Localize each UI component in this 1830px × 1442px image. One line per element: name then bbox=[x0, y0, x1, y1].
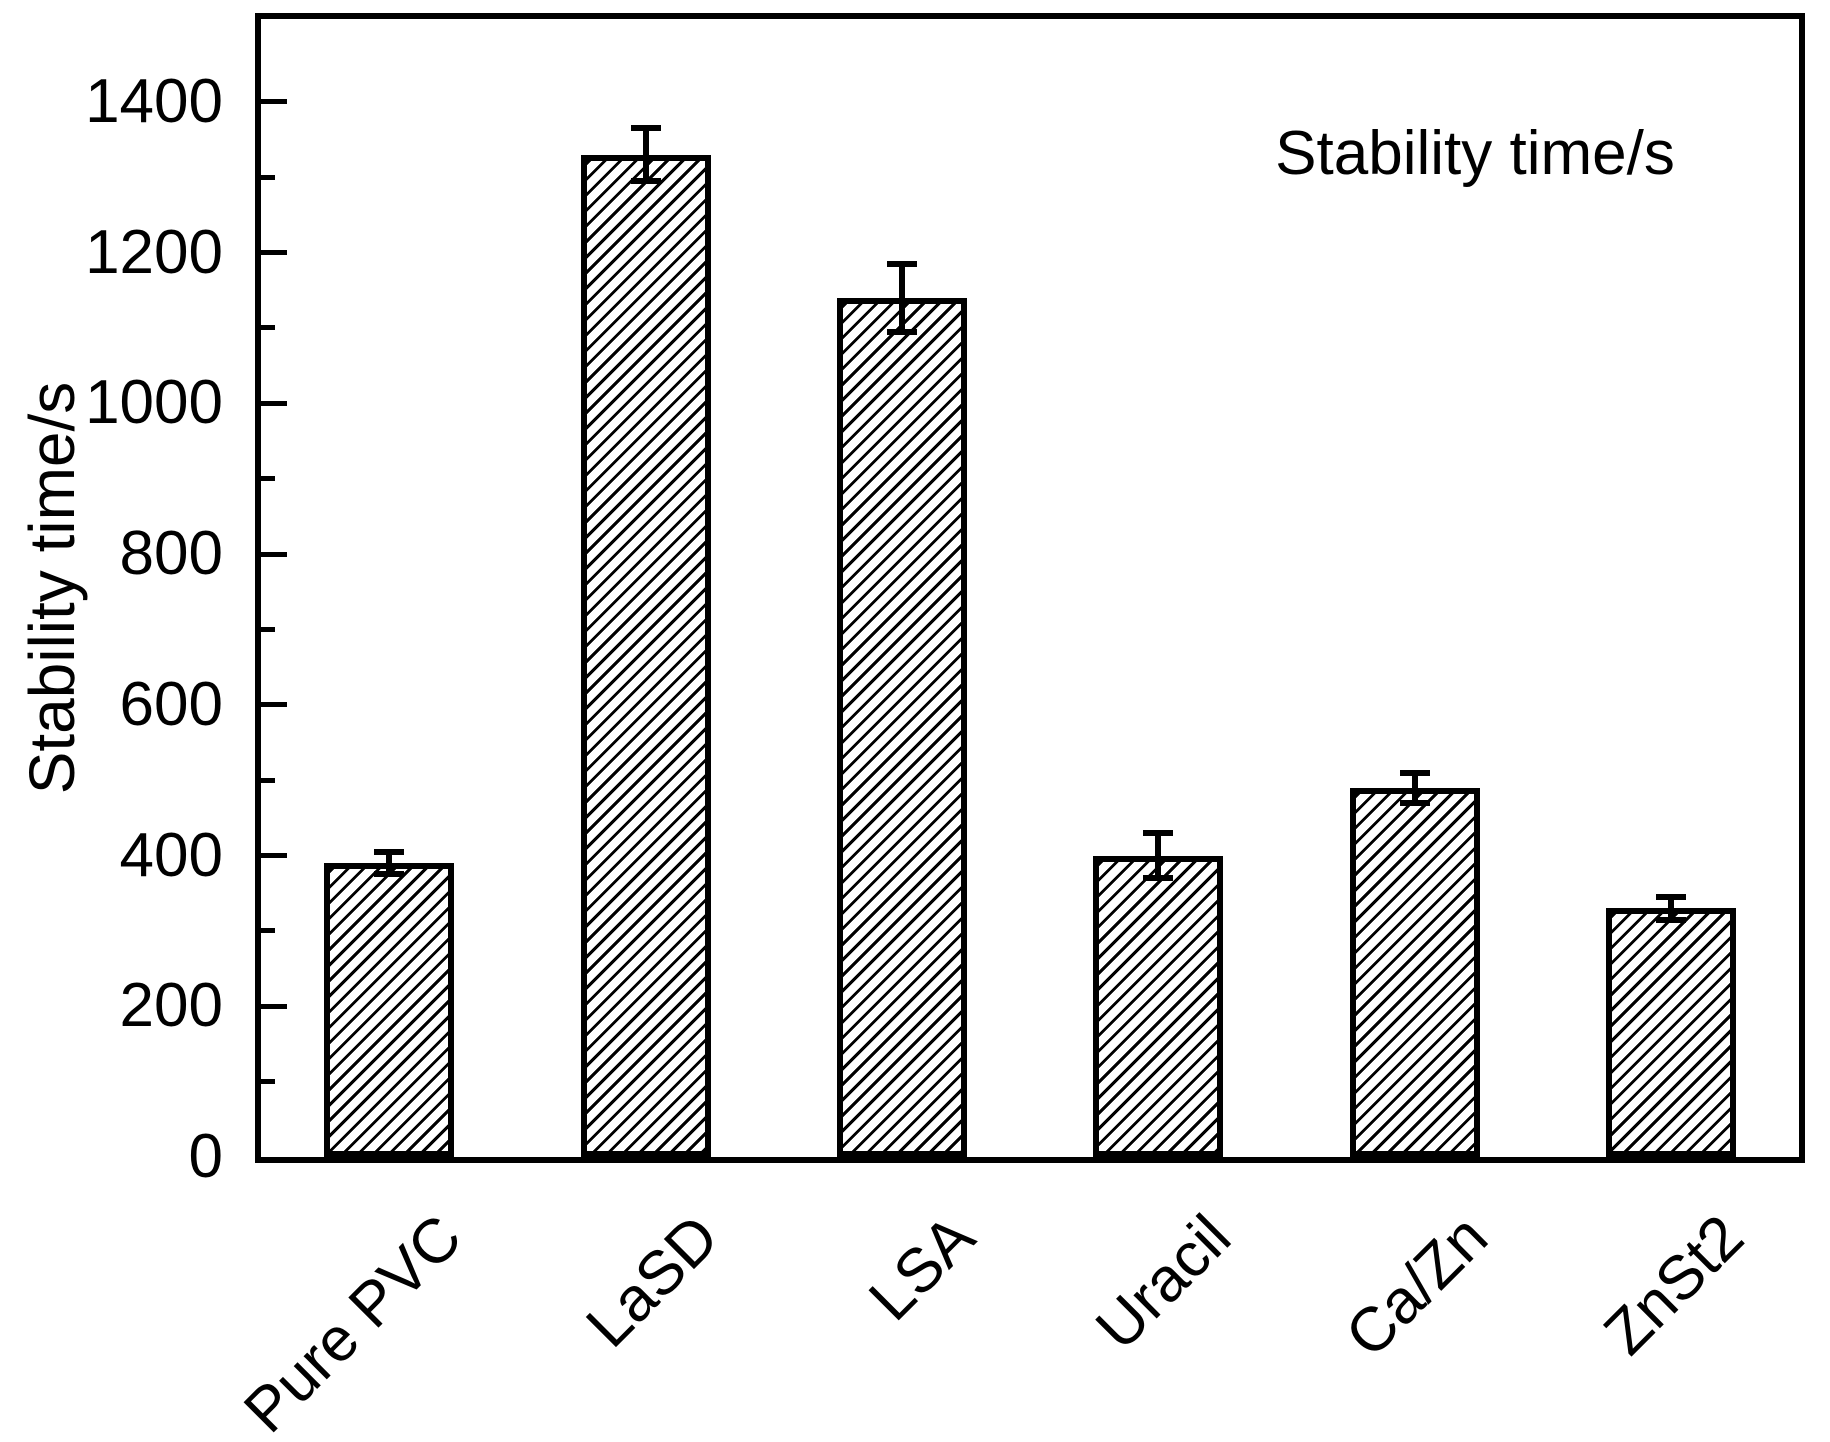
y-minor-tick-100 bbox=[261, 1079, 275, 1085]
chart-title-label: Stability time/s bbox=[1275, 119, 1675, 188]
y-major-tick-1400 bbox=[261, 99, 287, 105]
y-minor-tick-900 bbox=[261, 476, 275, 482]
bar-uracil bbox=[1093, 855, 1224, 1157]
plot-canvas: Stability time/s bbox=[261, 19, 1799, 1157]
y-tick-label-0: 0 bbox=[188, 1122, 223, 1191]
bar-pure-pvc bbox=[324, 863, 455, 1157]
y-minor-tick-1300 bbox=[261, 174, 275, 180]
error-bar-bottom-cap-lasd bbox=[630, 178, 661, 185]
y-minor-tick-500 bbox=[261, 777, 275, 783]
bar-znst2 bbox=[1605, 908, 1736, 1157]
error-bar-line-lasd bbox=[642, 128, 649, 182]
error-bar-line-ca-zn bbox=[1411, 772, 1418, 803]
error-bar-top-cap-lsa bbox=[886, 260, 917, 267]
y-minor-tick-1100 bbox=[261, 325, 275, 331]
error-bar-line-uracil bbox=[1155, 832, 1162, 879]
error-bar-bottom-cap-pure-pvc bbox=[374, 871, 405, 878]
error-bar-top-cap-ca-zn bbox=[1399, 769, 1430, 776]
error-bar-top-cap-lasd bbox=[630, 125, 661, 132]
error-bar-bottom-cap-ca-zn bbox=[1399, 799, 1430, 806]
error-bar-bottom-cap-lsa bbox=[886, 328, 917, 335]
y-tick-label-200: 200 bbox=[119, 971, 223, 1041]
x-category-label-pure-pvc: Pure PVC bbox=[231, 1202, 476, 1442]
y-tick-label-600: 600 bbox=[119, 669, 223, 739]
y-tick-label-1200: 1200 bbox=[85, 217, 223, 287]
y-tick-label-800: 800 bbox=[119, 519, 223, 589]
error-bar-line-znst2 bbox=[1667, 896, 1674, 920]
bar-lsa bbox=[836, 297, 967, 1157]
y-major-tick-1000 bbox=[261, 400, 287, 406]
y-tick-label-400: 400 bbox=[119, 820, 223, 890]
y-major-tick-200 bbox=[261, 1003, 287, 1009]
error-bar-line-lsa bbox=[898, 263, 905, 332]
bar-ca-zn bbox=[1349, 787, 1480, 1157]
y-minor-tick-300 bbox=[261, 928, 275, 934]
y-major-tick-600 bbox=[261, 702, 287, 708]
error-bar-top-cap-uracil bbox=[1143, 829, 1174, 836]
y-major-tick-800 bbox=[261, 551, 287, 557]
error-bar-line-pure-pvc bbox=[386, 851, 393, 875]
error-bar-top-cap-znst2 bbox=[1655, 893, 1686, 900]
error-bar-bottom-cap-uracil bbox=[1143, 875, 1174, 882]
error-bar-bottom-cap-znst2 bbox=[1655, 916, 1686, 923]
bar-lasd bbox=[580, 154, 711, 1157]
y-tick-label-1400: 1400 bbox=[85, 66, 223, 136]
error-bar-top-cap-pure-pvc bbox=[374, 848, 405, 855]
plot-area: Stability time/s bbox=[255, 13, 1805, 1163]
y-minor-tick-700 bbox=[261, 626, 275, 632]
y-major-tick-1200 bbox=[261, 250, 287, 256]
y-tick-label-1000: 1000 bbox=[85, 368, 223, 438]
y-major-tick-400 bbox=[261, 853, 287, 859]
